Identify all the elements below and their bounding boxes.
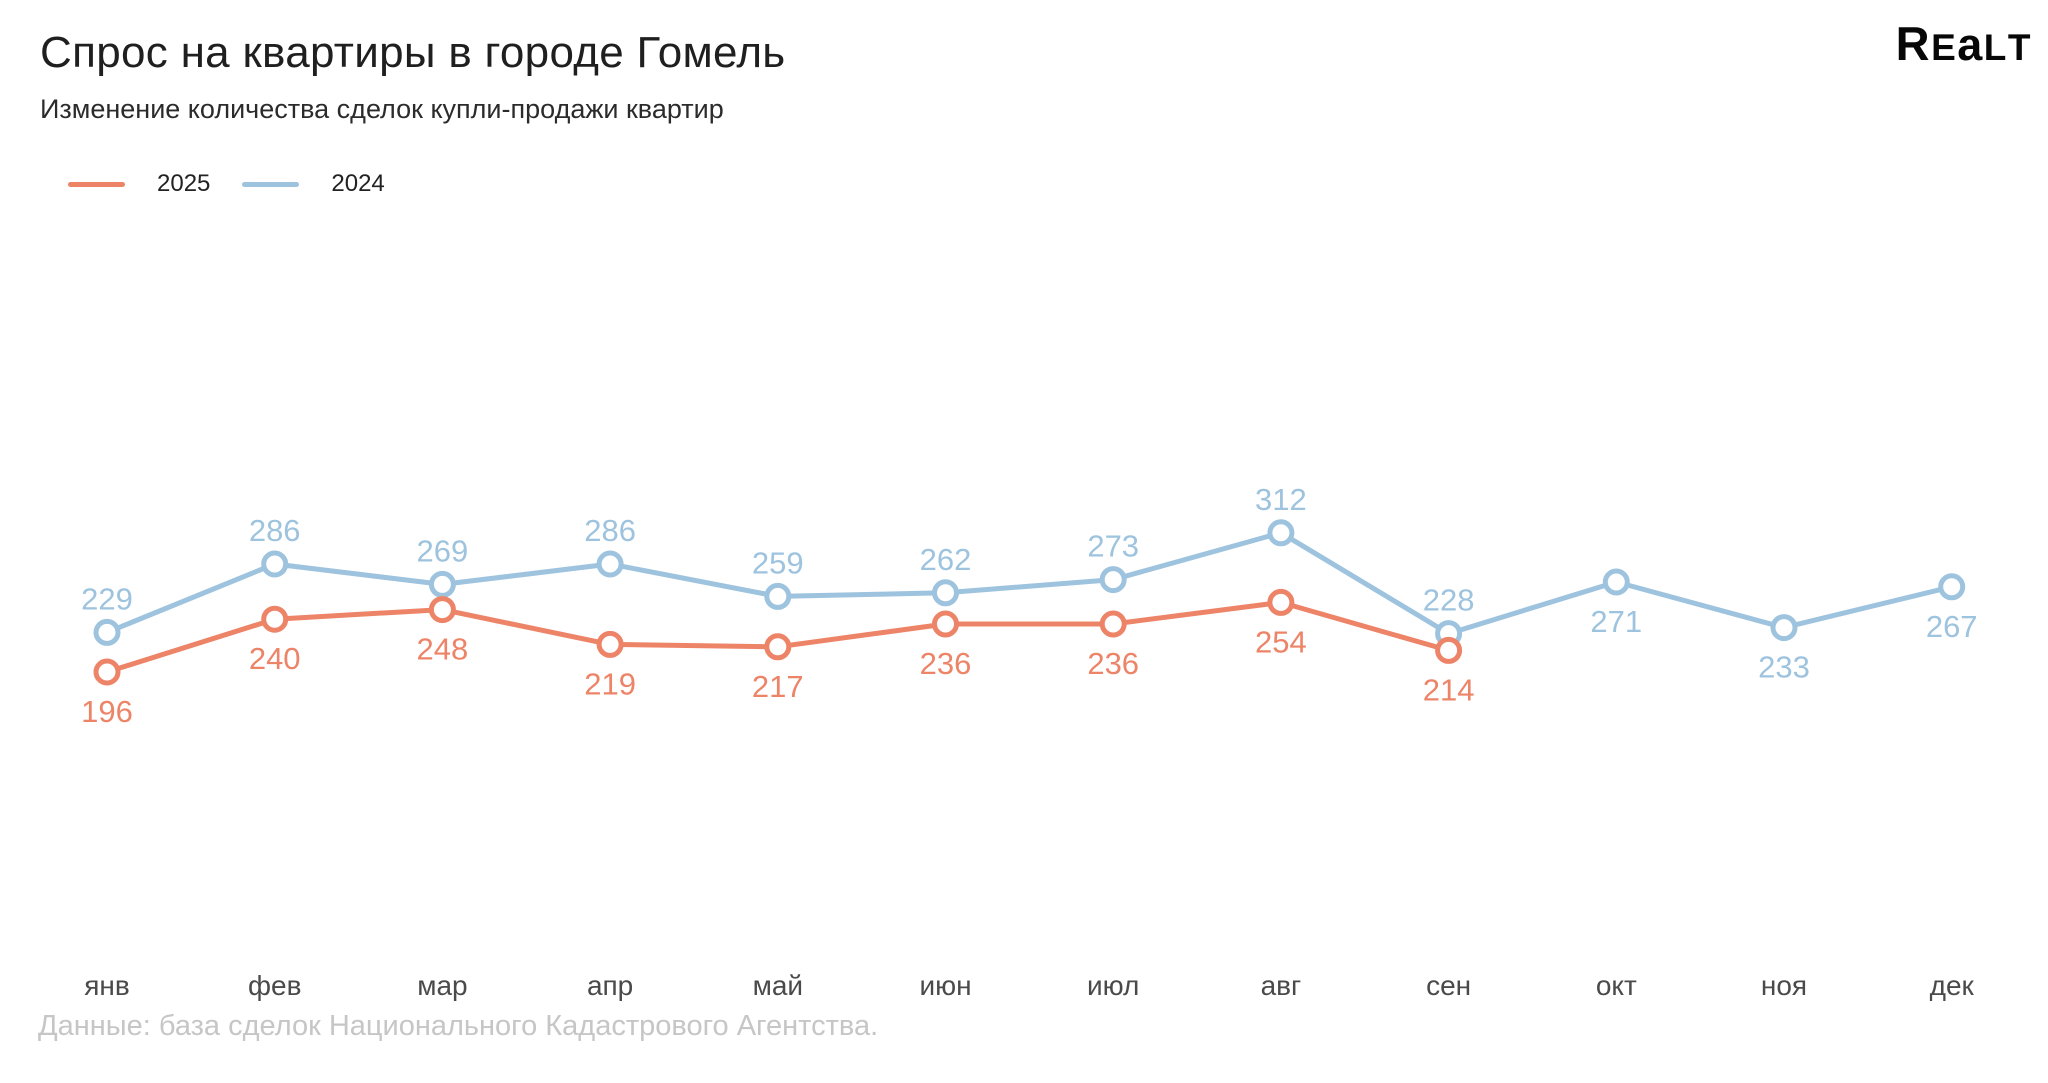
data-point-marker-2025 (428, 596, 456, 624)
data-label-2025: 236 (1087, 646, 1139, 681)
x-axis-label: авг (1261, 970, 1302, 1001)
data-label-2024: 273 (1087, 529, 1139, 564)
data-label-2025: 248 (417, 632, 469, 667)
series-line-2024 (104, 530, 1955, 637)
logo-letter: R (1895, 17, 1932, 70)
data-point-marker-2024 (1938, 573, 1966, 601)
data-point-marker-2024 (261, 550, 289, 578)
data-point-marker-2024 (764, 582, 792, 610)
x-axis-label: фев (248, 970, 301, 1001)
logo-letter: T (2007, 27, 2032, 68)
data-point-marker-2024 (1099, 566, 1127, 594)
data-point-marker-2024 (1770, 614, 1798, 642)
data-label-2024: 259 (752, 545, 804, 580)
data-point-marker-2025 (1435, 636, 1463, 664)
data-label-2025: 214 (1423, 672, 1475, 707)
data-point-marker-2025 (1267, 588, 1295, 616)
data-point-marker-2025 (932, 610, 959, 638)
data-label-2025: 236 (920, 646, 972, 681)
data-point-marker-2025 (93, 658, 121, 686)
legend-line-swatch (68, 181, 125, 187)
data-label-2024: 229 (81, 581, 133, 616)
x-axis-label: май (753, 970, 803, 1001)
data-point-marker-2024 (1267, 519, 1295, 547)
data-label-2024: 267 (1926, 609, 1978, 644)
x-axis-label: окт (1596, 970, 1637, 1001)
x-axis-label: апр (587, 970, 633, 1001)
data-label-2024: 262 (920, 542, 972, 577)
data-point-marker-2025 (764, 633, 792, 661)
x-axis-label: июл (1087, 970, 1139, 1001)
chart-legend: 2025 2024 (68, 170, 385, 198)
data-label-2025: 219 (584, 666, 636, 701)
data-point-marker-2025 (1099, 610, 1127, 638)
legend-label: 2025 (157, 170, 211, 197)
data-label-2024: 269 (417, 533, 469, 568)
data-label-2024: 233 (1758, 650, 1810, 685)
x-axis-label: дек (1930, 970, 1975, 1001)
data-point-marker-2024 (93, 618, 121, 646)
x-axis-label: янв (84, 970, 130, 1001)
data-label-2025: 254 (1255, 624, 1307, 659)
data-label-2024: 312 (1255, 482, 1307, 517)
data-label-2024: 228 (1423, 583, 1475, 618)
x-axis-label: ноя (1761, 970, 1807, 1001)
data-label-2024: 286 (584, 513, 636, 548)
x-axis-label: июн (919, 970, 971, 1001)
legend-label: 2024 (331, 170, 385, 197)
data-label-2024: 286 (249, 513, 301, 548)
data-label-2025: 196 (81, 694, 133, 729)
data-point-marker-2024 (932, 579, 959, 607)
x-axis-label: мар (417, 970, 467, 1001)
data-label-2024: 271 (1590, 604, 1642, 639)
data-point-marker-2025 (261, 605, 289, 633)
logo-letter: a (1957, 19, 1984, 70)
data-source-note: Данные: база сделок Национального Кадаст… (38, 1010, 879, 1042)
data-point-marker-2024 (596, 550, 624, 578)
data-point-marker-2024 (428, 570, 456, 598)
logo-letter: L (1983, 27, 2008, 68)
legend-line-swatch (242, 181, 300, 187)
data-label-2025: 217 (752, 669, 804, 704)
data-point-marker-2024 (1602, 568, 1630, 596)
legend-item-2025: 2025 (68, 170, 210, 198)
x-axis-label: сен (1426, 970, 1471, 1001)
legend-item-2024: 2024 (242, 170, 385, 198)
page-title: Спрос на квартиры в городе Гомель (40, 28, 786, 77)
logo-letter: E (1931, 27, 1958, 68)
data-point-marker-2025 (596, 630, 624, 658)
data-label-2025: 240 (249, 641, 301, 676)
page-subtitle: Изменение количества сделок купли-продаж… (40, 94, 724, 124)
